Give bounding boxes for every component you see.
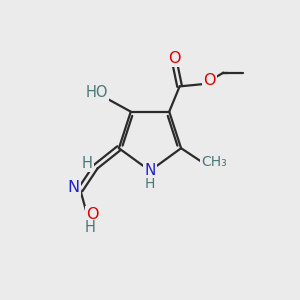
Text: O: O [168,51,181,66]
Text: N: N [144,163,156,178]
Text: HO: HO [85,85,108,100]
Text: O: O [86,207,99,222]
Text: O: O [203,73,216,88]
Text: H: H [145,177,155,191]
Text: CH₃: CH₃ [201,154,227,169]
Text: H: H [82,156,93,171]
Text: H: H [84,220,95,235]
Text: N: N [68,180,80,195]
